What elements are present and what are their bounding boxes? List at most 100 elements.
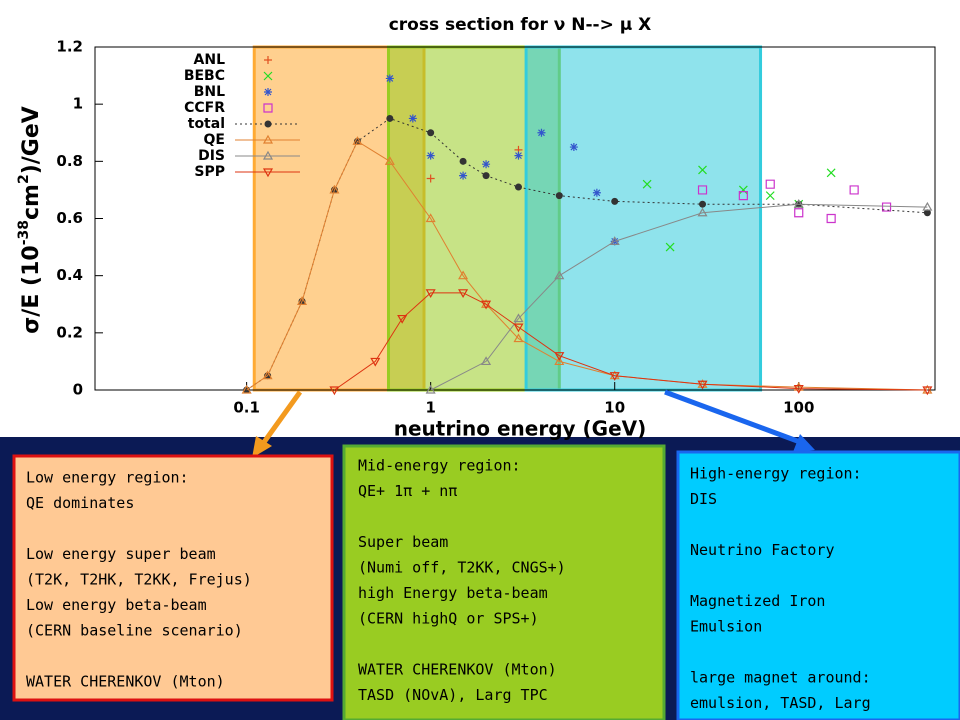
panel-text: Emulsion xyxy=(690,618,762,636)
panel-text: Low energy super beam xyxy=(26,545,216,563)
legend-marker xyxy=(263,103,273,113)
marker xyxy=(262,370,273,380)
marker xyxy=(513,323,524,333)
legend-marker xyxy=(264,120,272,128)
legend-label: BNL xyxy=(194,84,225,100)
marker xyxy=(426,174,435,183)
marker xyxy=(458,289,469,299)
legend-label: total xyxy=(188,116,225,132)
legend-label: QE xyxy=(204,132,225,148)
marker xyxy=(611,197,619,205)
series-line xyxy=(430,203,928,391)
marker xyxy=(459,157,467,165)
marker xyxy=(922,201,933,211)
panel-text: Low energy beta-beam xyxy=(26,596,207,614)
y-tick-label: 0.4 xyxy=(56,266,83,284)
legend-marker xyxy=(262,134,274,144)
legend-label: DIS xyxy=(198,148,225,164)
marker xyxy=(793,381,804,391)
marker xyxy=(329,184,340,194)
panel-text: Super beam xyxy=(358,533,448,551)
marker xyxy=(922,386,933,396)
arrow-head xyxy=(252,436,272,458)
marker xyxy=(554,270,565,280)
y-axis-label: σ/E (10-38cm2)/GeV xyxy=(16,106,44,334)
marker xyxy=(697,185,708,195)
marker xyxy=(765,179,775,189)
legend-label: SPP xyxy=(194,164,225,180)
x-tick-label: 0.1 xyxy=(233,399,260,417)
y-tick-label: 0.2 xyxy=(56,323,83,341)
panel-text: (CERN baseline scenario) xyxy=(26,622,243,640)
panel-text: High-energy region: xyxy=(690,465,862,483)
marker xyxy=(425,384,436,394)
marker xyxy=(329,386,340,396)
marker xyxy=(881,202,892,212)
marker xyxy=(699,200,707,208)
marker xyxy=(642,179,652,189)
marker xyxy=(425,213,436,223)
marker xyxy=(513,333,524,343)
marker xyxy=(569,143,578,152)
panel-text: QE+ 1π + nπ xyxy=(358,482,457,500)
legend-marker xyxy=(264,88,272,96)
marker xyxy=(384,156,395,165)
marker xyxy=(352,136,363,145)
marker xyxy=(482,172,490,180)
marker xyxy=(385,74,394,83)
panel-mid xyxy=(342,444,666,720)
marker xyxy=(425,289,436,299)
marker xyxy=(426,151,435,160)
y-label-part: )/GeV xyxy=(19,106,44,174)
arrow xyxy=(664,389,801,445)
panel-text: emulsion, TASD, Larg xyxy=(690,694,871,712)
legend-marker xyxy=(263,71,273,81)
panel-text: WATER CHERENKOV (Mton) xyxy=(26,673,225,691)
panel-text: Neutrino Factory xyxy=(690,541,835,559)
y-tick-label: 0.6 xyxy=(56,209,83,227)
y-label-part: cm xyxy=(19,184,44,220)
marker xyxy=(738,185,748,195)
legend-marker xyxy=(262,150,274,160)
marker xyxy=(794,208,804,218)
legend-marker xyxy=(262,168,274,178)
marker xyxy=(481,356,492,366)
marker xyxy=(609,372,620,381)
marker xyxy=(514,183,522,191)
legend-label: ANL xyxy=(194,52,226,68)
marker xyxy=(665,242,675,252)
marker xyxy=(513,313,524,323)
marker xyxy=(296,296,308,305)
marker xyxy=(458,270,469,280)
panel-low xyxy=(12,454,334,702)
legend-marker xyxy=(264,56,272,64)
marker xyxy=(408,114,417,123)
marker xyxy=(849,185,859,195)
panel-text: DIS xyxy=(690,490,717,508)
marker xyxy=(554,356,565,366)
plot: 0 0.2 0.4 0.6 0.8 1 1.2 0.1 1 10 100 ANLBEBCBNLCCFR… xyxy=(56,38,936,417)
arrow xyxy=(259,390,303,447)
marker xyxy=(826,168,836,178)
panel-text: (Numi off, T2KK, CNGS+) xyxy=(358,559,566,577)
y-tick-label: 1 xyxy=(73,95,83,113)
marker xyxy=(826,213,836,224)
x-tick-label: 1 xyxy=(425,399,435,417)
marker xyxy=(697,207,708,217)
panel-text: TASD (NOvA), Larg TPC xyxy=(358,686,548,704)
marker xyxy=(555,192,563,200)
marker xyxy=(459,171,468,180)
x-tick-label: 10 xyxy=(604,399,625,417)
x-tick-label: 100 xyxy=(783,399,814,417)
marker xyxy=(370,357,381,367)
y-label-part: σ/E (10 xyxy=(19,245,44,334)
marker xyxy=(697,380,708,390)
panel-text: QE dominates xyxy=(26,494,134,512)
panel-text: WATER CHERENKOV (Mton) xyxy=(358,661,557,679)
marker xyxy=(765,191,775,201)
legend-label: BEBC xyxy=(184,68,225,84)
panel-high xyxy=(676,450,960,720)
series-line xyxy=(334,292,928,391)
marker xyxy=(241,384,252,394)
